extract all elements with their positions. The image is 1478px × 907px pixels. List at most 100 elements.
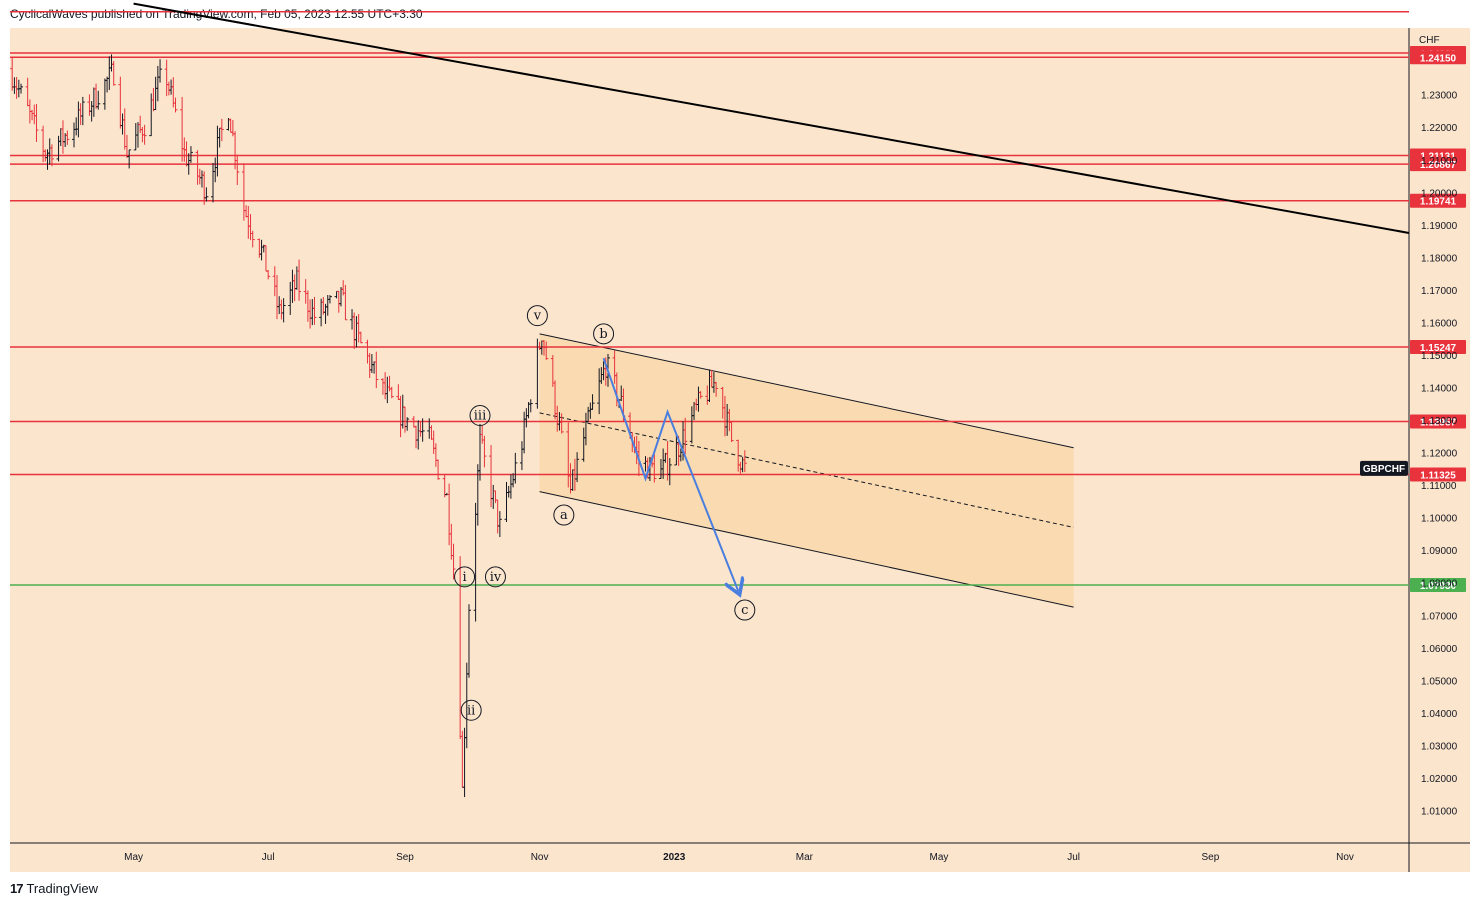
- ohlc-bar: [250, 230, 255, 248]
- wave-label-i[interactable]: i: [462, 570, 466, 585]
- y-tick-label: 1.12000: [1421, 449, 1458, 460]
- ohlc-bar: [34, 103, 39, 142]
- level-badge-text: 1.15247: [1420, 343, 1457, 354]
- ohlc-bar: [389, 386, 394, 399]
- y-tick-label: 1.16000: [1421, 318, 1458, 329]
- wave-label-circle: [454, 566, 476, 588]
- wave-label-ii[interactable]: ii: [467, 703, 475, 718]
- time-axis-background: [10, 843, 1470, 872]
- ohlc-bar: [559, 413, 564, 434]
- ohlc-bar: [281, 298, 286, 323]
- ohlc-bar: [420, 418, 425, 442]
- y-tick-label: 1.01000: [1421, 806, 1458, 817]
- ohlc-bar: [297, 259, 302, 301]
- y-tick-label: 1.10000: [1421, 514, 1458, 525]
- ohlc-bar: [742, 450, 747, 473]
- ohlc-bar: [436, 459, 441, 480]
- ohlc-bar: [358, 331, 363, 344]
- y-tick-label: 1.19000: [1421, 221, 1458, 232]
- x-tick-label: Nov: [531, 852, 549, 863]
- level-badge-text: 1.12957: [1420, 417, 1457, 428]
- ohlc-bar: [219, 118, 224, 142]
- y-tick-label: 1.13000: [1421, 416, 1458, 427]
- ohlc-bar: [204, 187, 209, 202]
- long-downtrend-line[interactable]: [133, 2, 1410, 234]
- level-badge-1.07930: [1410, 577, 1466, 592]
- channel-lower-line[interactable]: [539, 491, 1074, 608]
- x-tick-label: May: [930, 852, 949, 863]
- ohlc-bar: [188, 146, 193, 163]
- tradingview-logo-icon: 17: [10, 881, 24, 896]
- level-badge-text: 1.20867: [1420, 160, 1457, 171]
- y-tick-label: 1.08000: [1421, 579, 1458, 590]
- y-tick-label: 1.18000: [1421, 253, 1458, 264]
- wave-label-a[interactable]: a: [560, 508, 568, 523]
- ohlc-bar: [466, 604, 471, 678]
- publication-header: CyclicalWaves published on TradingView.c…: [10, 7, 423, 21]
- wave-label-circle: [526, 305, 548, 327]
- wave-label-circle: [460, 699, 482, 721]
- ohlc-bar: [142, 124, 147, 145]
- wave-label-circle: [469, 404, 491, 426]
- ohlc-bar: [698, 391, 703, 399]
- brand-name: TradingView: [26, 881, 99, 896]
- level-badge-text: 1.24150: [1420, 53, 1457, 64]
- y-tick-label: 1.15000: [1421, 351, 1458, 362]
- level-badge-text: 1.19741: [1420, 197, 1457, 208]
- ohlc-bar: [575, 452, 580, 483]
- y-tick-label: 1.05000: [1421, 676, 1458, 687]
- y-tick-label: 1.23000: [1421, 91, 1458, 102]
- ohlc-bar: [312, 296, 317, 325]
- ohlc-bar: [173, 97, 178, 113]
- ohlc-bar: [111, 61, 116, 86]
- wave-label-circle: [734, 599, 756, 621]
- ohlc-bar: [19, 83, 24, 94]
- level-badge-1.20867: [1410, 157, 1466, 172]
- x-tick-label: Jul: [1067, 852, 1080, 863]
- ohlc-bar: [729, 421, 734, 443]
- wave-label-c[interactable]: c: [741, 603, 748, 618]
- wave-label-v[interactable]: v: [533, 309, 542, 324]
- ohlc-bar: [683, 417, 688, 455]
- footer-brand: 17 TradingView: [10, 881, 98, 896]
- projection-path[interactable]: [602, 357, 739, 591]
- y-tick-label: 1.03000: [1421, 741, 1458, 752]
- ohlc-bar: [65, 130, 70, 145]
- ohlc-bar: [327, 295, 332, 304]
- ohlc-bar: [714, 381, 719, 397]
- level-badge-1.15247: [1410, 339, 1466, 354]
- x-tick-label: Nov: [1336, 852, 1354, 863]
- y-tick-label: 1.11000: [1421, 481, 1457, 492]
- y-tick-label: 1.20000: [1421, 188, 1458, 199]
- wave-label-iii[interactable]: iii: [474, 408, 486, 423]
- wave-label-circle: [484, 566, 506, 588]
- x-tick-label: May: [124, 852, 143, 863]
- wave-label-iv[interactable]: iv: [490, 570, 502, 585]
- x-tick-label: Mar: [796, 852, 814, 863]
- ohlc-bar: [96, 90, 101, 110]
- y-tick-label: 1.09000: [1421, 546, 1458, 557]
- ohlc-bar: [513, 452, 518, 484]
- y-tick-label: 1.07000: [1421, 611, 1458, 622]
- ohlc-bar: [451, 543, 456, 580]
- ohlc-bar: [266, 269, 271, 280]
- ohlc-bar: [528, 399, 533, 413]
- ohlc-bar: [652, 453, 657, 483]
- wave-label-b[interactable]: b: [599, 327, 607, 342]
- currency-label: CHF: [1419, 35, 1440, 46]
- ohlc-bar: [482, 435, 487, 468]
- ohlc-bar: [158, 59, 163, 83]
- x-tick-label: Jul: [262, 852, 275, 863]
- ohlc-bar: [49, 144, 54, 167]
- level-badge-1.11325: [1410, 467, 1466, 482]
- ohlc-bar: [343, 284, 348, 321]
- ohlc-bar: [80, 96, 85, 126]
- channel-upper-line[interactable]: [539, 333, 1074, 449]
- wave-label-circle: [593, 323, 615, 345]
- level-badge-text: 1.21131: [1420, 152, 1456, 163]
- level-badge-1.19741: [1410, 193, 1466, 208]
- ohlc-bar: [667, 458, 672, 486]
- x-tick-label: Sep: [1202, 852, 1220, 863]
- y-tick-label: 1.04000: [1421, 709, 1458, 720]
